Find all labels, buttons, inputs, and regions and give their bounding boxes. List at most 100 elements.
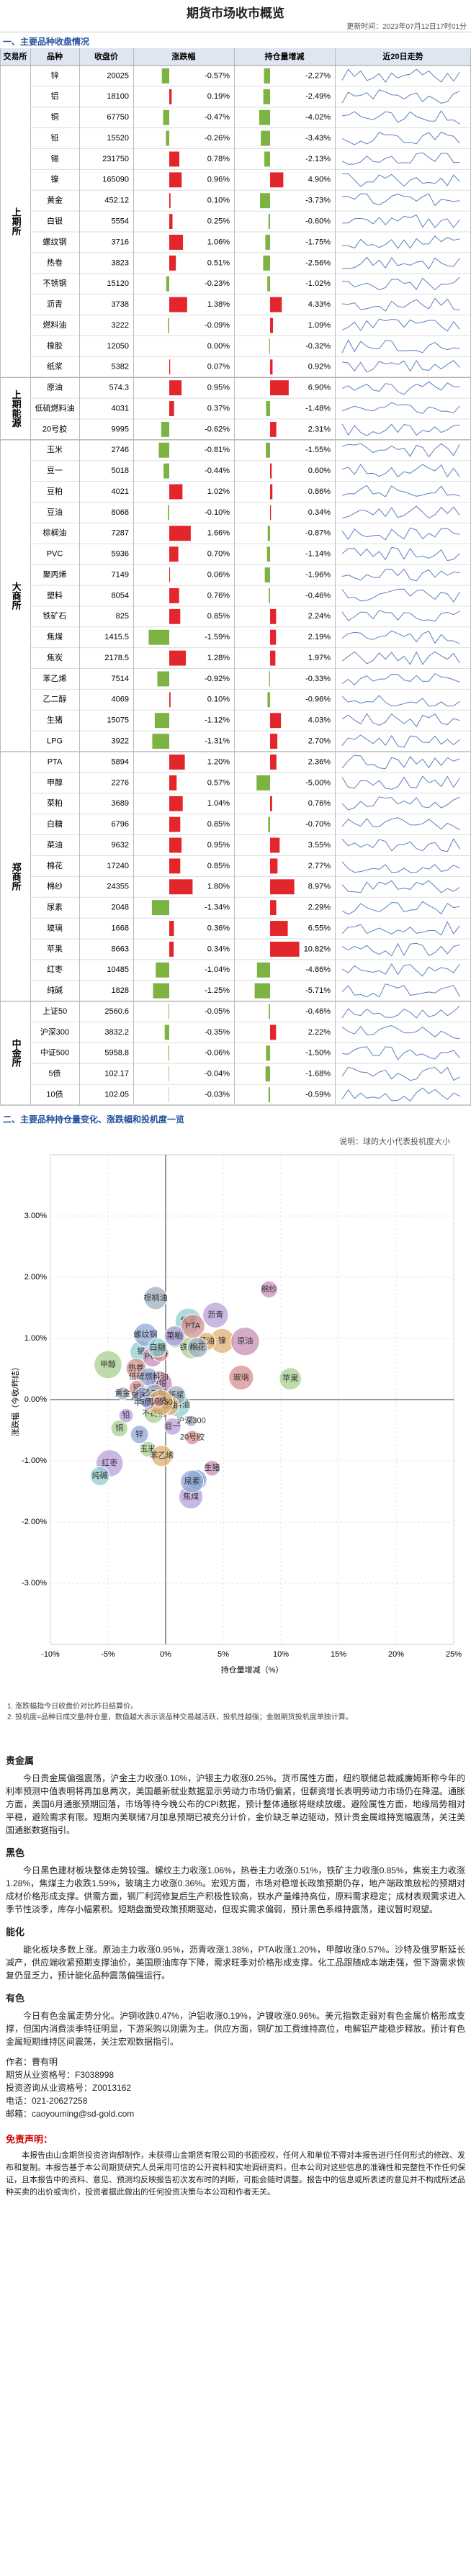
close-price: 15075 (107, 716, 129, 725)
sparkline (341, 546, 460, 562)
bubble (180, 1469, 205, 1494)
close-price: 8068 (112, 508, 129, 517)
sparkline (342, 214, 460, 228)
contact-line: 邮箱：caoyouming@sd-gold.com (6, 2109, 135, 2119)
oi-bar (267, 276, 270, 292)
bubble-label: PTA (185, 1322, 200, 1330)
bubble (187, 1337, 208, 1359)
oi-label: -4.02% (305, 113, 331, 122)
y-tick-label: -3.00% (22, 1579, 47, 1588)
sparkline (341, 1046, 460, 1060)
bubble-label: 菜粕 (166, 1330, 182, 1341)
oi-label: -0.87% (305, 529, 331, 538)
sparkline (341, 838, 460, 852)
close-price: 5018 (112, 467, 129, 475)
bubble (163, 1325, 185, 1347)
sparkline (341, 775, 460, 790)
product-name: 原油 (47, 382, 63, 392)
product-name: 乙二醇 (43, 694, 67, 704)
y-tick-label: 3.00% (24, 1212, 47, 1220)
sparkline (341, 755, 460, 770)
change-bar (169, 151, 180, 167)
x-tick-label: 0% (160, 1650, 171, 1659)
oi-label: 2.29% (308, 904, 331, 912)
change-label: 0.00% (207, 342, 230, 351)
change-bar (152, 734, 169, 749)
oi-label: 4.90% (308, 176, 331, 184)
oi-bar (270, 921, 288, 936)
oi-bar (270, 172, 284, 188)
close-price: 24355 (107, 883, 129, 891)
close-price: 574.3 (109, 384, 129, 392)
update-time: 更新时间：2023年07月12日17时01分 (346, 23, 467, 31)
close-price: 12050 (107, 342, 129, 351)
change-bar (169, 650, 187, 666)
oi-label: 1.09% (308, 321, 331, 330)
oi-bar (270, 837, 280, 853)
sparkline (341, 796, 460, 811)
product-name: 白糖 (47, 819, 63, 829)
header: 期货市场收市概览 更新时间：2023年07月12日17时01分 (0, 0, 471, 32)
sparkline (341, 173, 460, 187)
sparkline (341, 942, 460, 957)
disclaimer-heading: 免责声明： (6, 2134, 53, 2145)
change-bar (169, 837, 182, 853)
change-bar (158, 442, 169, 458)
change-label: 1.04% (207, 799, 230, 808)
product-name: 5债 (48, 1068, 60, 1078)
oi-label: -4.86% (305, 965, 331, 974)
product-name: 镍 (51, 174, 59, 184)
sparkline (341, 817, 460, 831)
product-name: 锡 (51, 153, 59, 163)
oi-bar (270, 297, 282, 312)
bubble (204, 1459, 220, 1477)
close-price: 18100 (107, 92, 129, 101)
sparkline (341, 1066, 460, 1081)
oi-label: 6.55% (308, 924, 331, 932)
x-tick-label: -5% (101, 1650, 115, 1659)
exchange: 大商所 (11, 581, 22, 611)
change-bar (151, 900, 169, 916)
oi-bar (270, 380, 289, 396)
bubble (153, 1395, 165, 1408)
sparkline (341, 359, 460, 373)
sparkline (341, 695, 460, 707)
change-label: -0.57% (205, 71, 230, 80)
close-price: 2746 (112, 446, 129, 454)
oi-bar (270, 941, 300, 957)
sparkline (341, 963, 460, 977)
change-label: 0.85% (207, 862, 230, 870)
oi-label: -1.55% (305, 446, 331, 454)
product-name: 上证50 (42, 1006, 67, 1016)
change-label: 1.20% (207, 757, 230, 766)
x-tick-label: -10% (41, 1650, 60, 1659)
close-price: 5936 (112, 550, 129, 559)
sparkline (341, 89, 460, 104)
product-name: 豆油 (47, 507, 63, 517)
oi-label: -0.59% (305, 1090, 331, 1099)
bubble-label: 原油 (237, 1336, 253, 1346)
oi-label: -0.70% (305, 820, 331, 829)
product-name: 豆一 (47, 467, 63, 475)
product-name: 10债 (46, 1089, 63, 1099)
oi-bar (270, 629, 277, 645)
chart-note: 说明：球的大小代表投机度大小 (339, 1136, 450, 1146)
change-label: -0.23% (205, 279, 230, 288)
change-label: 0.06% (207, 570, 230, 579)
bubble-label: 沥青 (207, 1310, 223, 1320)
oi-bar (263, 255, 270, 271)
oi-label: 2.22% (308, 1028, 331, 1037)
oi-bar (268, 214, 270, 230)
product-name: PVC (47, 550, 63, 559)
change-label: 0.51% (207, 258, 230, 267)
sparkline (341, 464, 460, 478)
commentary: 贵金属 今日贵金属偏强震荡，沪金主力收涨0.10%，沪银主力收涨0.25%。货币属… (0, 1755, 471, 2048)
oi-label: -5.00% (305, 778, 331, 787)
close-price: 3922 (112, 737, 129, 746)
bubble-label: 甲醇 (100, 1359, 116, 1369)
change-bar (169, 858, 181, 874)
close-price: 3832.2 (104, 1028, 129, 1037)
oi-bar (265, 1066, 270, 1082)
oi-label: 0.60% (308, 467, 331, 475)
